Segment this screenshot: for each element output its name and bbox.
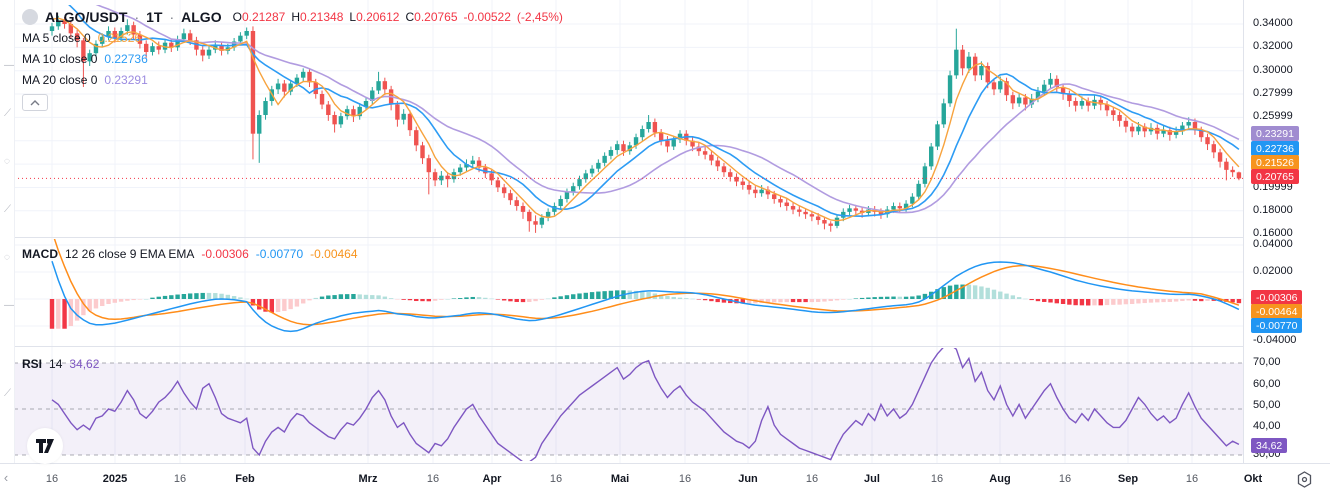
chart-settings-icon[interactable] — [1293, 468, 1315, 490]
time-axis-label: 16 — [1185, 473, 1199, 485]
exchange-name: ALGO — [181, 9, 222, 25]
price-price-badge: 0.23291 — [1251, 126, 1299, 141]
macd-hist-value: -0.00306 — [201, 246, 249, 261]
price-axis-label: 70,00 — [1253, 356, 1281, 368]
ma10-legend-row[interactable]: MA 10 close 0 0.22736 — [22, 48, 563, 69]
time-axis-label: 16 — [549, 473, 563, 485]
separator-dot: · — [169, 9, 175, 25]
ma5-label: MA 5 close 0 — [22, 30, 91, 45]
price-axis-label: 0.19999 — [1253, 181, 1293, 193]
rsi-legend-row[interactable]: RSI 14 34,62 — [22, 353, 99, 374]
time-axis-label: 16 — [930, 473, 944, 485]
low-value: 0.20612 — [356, 10, 400, 24]
time-axis-label: 16 — [678, 473, 692, 485]
ma10-label: MA 10 close 0 — [22, 51, 98, 66]
ma20-label: MA 20 close 0 — [22, 72, 98, 87]
legend-collapse-button[interactable] — [22, 94, 48, 111]
toolbar-fragment-icon: — — [4, 300, 14, 311]
rsi-price-badge: 34,62 — [1251, 438, 1288, 453]
collapse-panel-icon[interactable]: ‹ — [3, 470, 9, 485]
ma5-value: 0.21526 — [97, 30, 142, 45]
price-axis-label: 0.16000 — [1253, 227, 1293, 239]
rsi-value: 34,62 — [69, 356, 100, 371]
price-axis-label: 0.34000 — [1253, 17, 1293, 29]
time-axis-label: 16 — [45, 473, 59, 485]
left-toolbar[interactable]: — ⟋ ◌ ⟋ ◌ — ⟋ — [0, 0, 15, 463]
time-axis-label: 16 — [1058, 473, 1072, 485]
ma20-legend-row[interactable]: MA 20 close 0 0.23291 — [22, 69, 563, 90]
macd-price-badge: -0.00306 — [1251, 290, 1303, 305]
hexagon-gear-icon — [1297, 470, 1311, 488]
time-axis-label: Apr — [482, 473, 502, 485]
macd-price-badge: -0.00464 — [1251, 304, 1303, 319]
time-axis-label: 16 — [805, 473, 819, 485]
toolbar-fragment-icon: ⟋ — [4, 204, 11, 215]
price-axis-label: 0.02000 — [1253, 265, 1293, 277]
time-axis-label: 16 — [426, 473, 440, 485]
time-axis[interactable]: 16 2025 16 Feb Mrz 16 Apr 16 Mai 16 Jun 16 Jul 16 Aug 1… — [0, 463, 1330, 495]
close-label: C — [405, 10, 415, 24]
macd-params: 12 26 close 9 EMA EMA — [65, 246, 195, 261]
price-axis-label: 0.25999 — [1253, 110, 1293, 122]
tradingview-logo[interactable] — [27, 428, 63, 464]
macd-line-value: -0.00770 — [255, 246, 304, 261]
price-axis-label: 0.32000 — [1253, 40, 1293, 52]
time-axis-label: Mrz — [358, 473, 378, 485]
high-value: 0.21348 — [300, 10, 344, 24]
tradingview-logo-icon — [36, 439, 54, 453]
time-axis-label: 16 — [173, 473, 187, 485]
symbol-logo-icon — [22, 9, 38, 25]
toolbar-fragment-icon: ◌ — [4, 252, 10, 263]
ma5-legend-row[interactable]: MA 5 close 0 0.21526 — [22, 27, 563, 48]
toolbar-fragment-icon: ⟋ — [4, 108, 11, 119]
time-axis-label: Aug — [989, 473, 1011, 485]
time-axis-label: 2025 — [102, 473, 128, 485]
macd-title: MACD — [22, 246, 58, 261]
price-axis-label: -0.04000 — [1253, 334, 1297, 346]
toolbar-fragment-icon: ⟋ — [4, 388, 11, 399]
price-price-badge: 0.21526 — [1251, 155, 1299, 170]
separator-dot: · — [134, 9, 140, 25]
price-price-badge: 0.22736 — [1251, 141, 1299, 156]
time-axis-label: Okt — [1243, 473, 1263, 485]
price-axis-label: 0.30000 — [1253, 64, 1293, 76]
macd-price-badge: -0.00770 — [1251, 318, 1303, 333]
close-value: 0.20765 — [414, 10, 458, 24]
rsi-params: 14 — [49, 356, 63, 371]
time-axis-label: Mai — [610, 473, 630, 485]
time-axis-label: Jul — [864, 473, 880, 485]
open-value: 0.21287 — [241, 10, 286, 24]
open-label: O — [232, 10, 242, 24]
timeframe[interactable]: 1T — [146, 9, 163, 25]
low-label: L — [349, 10, 357, 24]
change-value: -0.00522 — [463, 10, 511, 24]
rsi-title: RSI — [22, 356, 43, 371]
symbol-row[interactable]: ALGO/USDT · 1T · ALGO O0.21287 H0.21348 … — [22, 7, 563, 27]
high-label: H — [291, 10, 300, 24]
symbol-name: ALGO/USDT — [45, 9, 128, 25]
change-percent: (-2,45%) — [516, 10, 563, 24]
time-axis-label: Feb — [235, 473, 255, 485]
toolbar-fragment-icon: — — [4, 60, 14, 71]
price-price-badge: 0.20765 — [1251, 169, 1299, 184]
macd-legend-row[interactable]: MACD 12 26 close 9 EMA EMA -0.00306 -0.0… — [22, 243, 358, 264]
price-axis-label: 0.04000 — [1253, 238, 1293, 250]
price-axis[interactable]: 0.34000 0.32000 0.30000 0.27999 0.25999 0.199… — [1243, 0, 1330, 463]
time-axis-label: Sep — [1117, 473, 1139, 485]
price-axis-label: 60,00 — [1253, 378, 1281, 390]
price-axis-label: 50,00 — [1253, 399, 1281, 411]
toolbar-fragment-icon: ◌ — [4, 156, 10, 167]
price-axis-label: 0.18000 — [1253, 204, 1293, 216]
ma20-value: 0.23291 — [104, 72, 148, 87]
macd-signal-value: -0.00464 — [310, 246, 358, 261]
ma10-value: 0.22736 — [104, 51, 148, 66]
price-axis-label: 40,00 — [1253, 420, 1281, 432]
price-axis-label: 0.27999 — [1253, 87, 1293, 99]
chevron-up-icon — [30, 99, 40, 105]
chart-legend: ALGO/USDT · 1T · ALGO O0.21287 H0.21348 … — [22, 7, 563, 111]
time-axis-label: Jun — [738, 473, 758, 485]
ohlc-values: O0.21287 H0.21348 L0.20612 C0.20765 -0.0… — [233, 10, 563, 24]
